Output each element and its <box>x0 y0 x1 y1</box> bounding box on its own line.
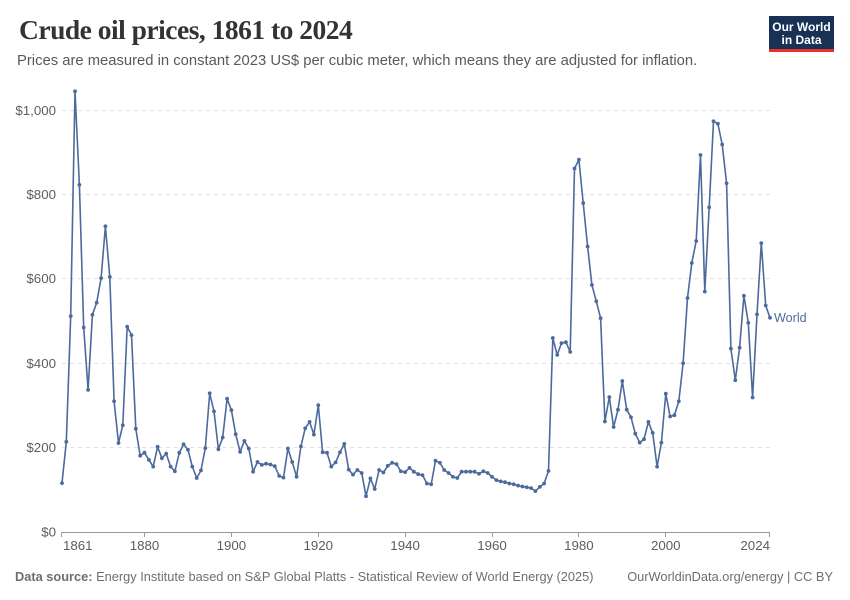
svg-text:2000: 2000 <box>651 538 681 553</box>
svg-text:$0: $0 <box>41 525 56 540</box>
svg-text:$1,000: $1,000 <box>15 103 56 118</box>
svg-text:$200: $200 <box>26 440 56 455</box>
svg-text:1900: 1900 <box>217 538 247 553</box>
svg-text:1980: 1980 <box>564 538 594 553</box>
svg-text:$800: $800 <box>26 187 56 202</box>
svg-text:1920: 1920 <box>304 538 334 553</box>
svg-text:$400: $400 <box>26 356 56 371</box>
svg-text:1960: 1960 <box>477 538 507 553</box>
svg-text:1940: 1940 <box>390 538 420 553</box>
svg-text:$600: $600 <box>26 271 56 286</box>
svg-text:1880: 1880 <box>130 538 160 553</box>
svg-text:2024: 2024 <box>740 538 770 553</box>
svg-text:1861: 1861 <box>63 538 93 553</box>
